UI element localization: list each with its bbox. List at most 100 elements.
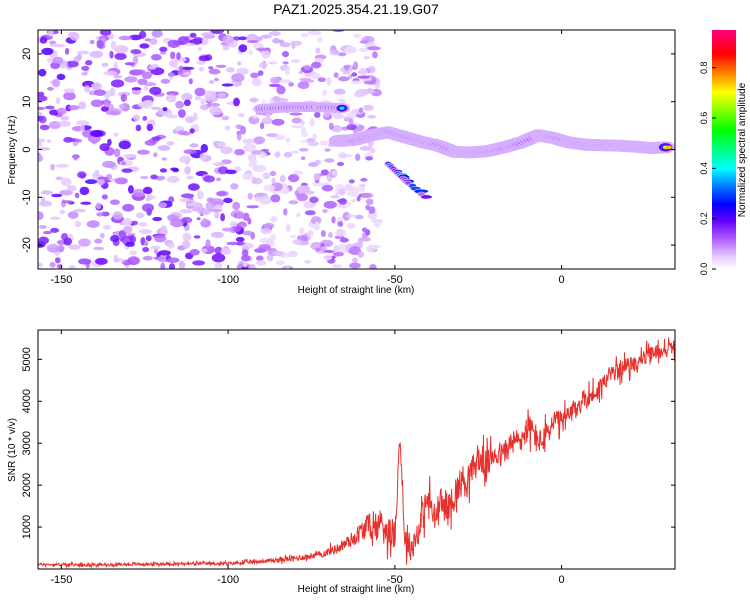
- noise-blob: [215, 64, 227, 68]
- noise-blob: [209, 106, 223, 116]
- noise-blob: [351, 72, 358, 77]
- ridge-segment-peak: [665, 145, 673, 150]
- noise-blob: [176, 52, 181, 61]
- noise-blob: [372, 51, 378, 59]
- noise-blob: [263, 184, 276, 192]
- noise-blob: [351, 80, 362, 85]
- noise-blob: [343, 65, 351, 69]
- noise-blob: [333, 244, 339, 253]
- noise-blob: [103, 98, 111, 108]
- noise-blob: [242, 230, 254, 236]
- noise-blob: [99, 143, 110, 152]
- noise-blob: [266, 254, 274, 262]
- noise-blob: [154, 234, 167, 243]
- noise-blob: [144, 99, 154, 107]
- noise-blob: [252, 115, 259, 119]
- noise-blob: [258, 244, 271, 251]
- x-tick-label: -100: [217, 574, 239, 586]
- noise-blob: [139, 43, 150, 49]
- noise-blob: [224, 125, 231, 131]
- noise-blob: [346, 223, 356, 229]
- noise-blob: [279, 175, 286, 183]
- noise-blob: [38, 111, 43, 117]
- noise-blob: [148, 64, 157, 70]
- noise-blob: [268, 61, 278, 65]
- noise-blob: [49, 261, 56, 268]
- noise-blob: [334, 187, 339, 196]
- noise-blob: [109, 199, 120, 205]
- noise-blob: [359, 40, 369, 44]
- noise-blob: [114, 52, 127, 61]
- noise-blob: [337, 221, 344, 227]
- noise-blob: [216, 177, 221, 182]
- noise-blob: [313, 173, 321, 181]
- noise-blob: [322, 208, 328, 214]
- noise-blob: [175, 100, 185, 109]
- noise-blob: [222, 45, 230, 51]
- noise-blob: [138, 229, 153, 235]
- noise-blob: [221, 115, 230, 121]
- noise-blob: [365, 156, 374, 161]
- noise-blob: [46, 244, 59, 248]
- noise-blob: [242, 242, 254, 249]
- noise-blob: [123, 225, 133, 234]
- noise-blob: [321, 184, 334, 192]
- noise-blob: [152, 216, 163, 222]
- noise-blob: [193, 112, 198, 121]
- noise-blob: [151, 30, 163, 38]
- noise-blob: [233, 97, 240, 107]
- noise-blob: [232, 201, 241, 211]
- noise-blob: [181, 216, 193, 224]
- y-tick-label: 3000: [21, 431, 33, 455]
- noise-blob: [129, 250, 138, 256]
- noise-blob: [81, 65, 90, 71]
- noise-blob: [59, 209, 65, 215]
- noise-blob: [38, 95, 48, 102]
- branch-segment-peak: [421, 195, 432, 199]
- noise-blob: [331, 216, 336, 224]
- noise-blob: [346, 214, 358, 218]
- noise-blob: [84, 85, 90, 93]
- noise-blob: [220, 213, 226, 222]
- noise-blob: [288, 174, 300, 183]
- noise-blob: [363, 55, 370, 60]
- noise-blob: [212, 162, 226, 167]
- noise-blob: [220, 247, 232, 255]
- noise-blob: [38, 106, 46, 111]
- noise-blob: [238, 113, 245, 118]
- noise-blob: [230, 183, 239, 190]
- noise-blob: [55, 97, 61, 105]
- noise-blob: [265, 113, 271, 118]
- spectrogram-ridge: [253, 102, 675, 200]
- noise-blob: [52, 56, 64, 64]
- noise-blob: [128, 234, 136, 244]
- noise-blob: [344, 46, 357, 54]
- noise-blob: [73, 154, 78, 161]
- noise-blob: [39, 200, 52, 207]
- noise-blob: [63, 237, 72, 246]
- noise-blob: [363, 80, 376, 85]
- noise-blob: [260, 227, 272, 235]
- noise-blob: [96, 40, 104, 49]
- noise-blob: [69, 31, 80, 41]
- noise-blob: [339, 154, 353, 158]
- noise-blob: [131, 220, 139, 226]
- noise-blob: [142, 186, 153, 194]
- x-tick-label: -100: [217, 274, 239, 286]
- noise-blob: [68, 264, 76, 269]
- noise-blob: [319, 140, 328, 146]
- noise-blob: [314, 159, 322, 165]
- noise-blob: [328, 122, 334, 130]
- noise-blob: [208, 80, 215, 84]
- noise-blob: [76, 50, 90, 55]
- noise-blob: [50, 163, 55, 171]
- noise-blob: [135, 124, 142, 132]
- noise-blob: [298, 148, 309, 152]
- noise-blob: [105, 110, 120, 116]
- branch-segment: [420, 193, 423, 195]
- noise-blob: [247, 192, 253, 200]
- noise-blob: [38, 68, 47, 77]
- noise-blob: [287, 250, 298, 258]
- noise-blob: [256, 260, 267, 266]
- noise-blob: [221, 83, 234, 87]
